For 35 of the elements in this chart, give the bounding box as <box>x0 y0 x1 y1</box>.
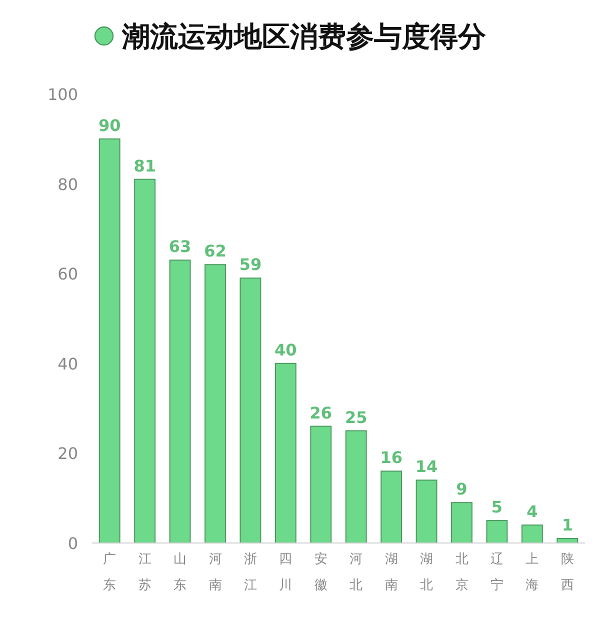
x-tick-label: 广东 <box>103 552 116 593</box>
x-tick-label: 浙江 <box>244 552 257 593</box>
y-tick-label: 20 <box>58 444 78 464</box>
x-tick-label: 山东 <box>174 552 187 593</box>
data-label: 63 <box>168 237 192 256</box>
y-tick-label: 60 <box>58 264 78 284</box>
x-tick-label: 江苏 <box>138 552 152 593</box>
x-tick-label: 湖北 <box>420 552 434 593</box>
data-label: 5 <box>491 498 503 517</box>
x-tick-label: 河南 <box>208 552 222 593</box>
data-label: 59 <box>239 255 262 274</box>
data-label: 26 <box>310 403 332 422</box>
y-tick-label: 100 <box>47 85 78 104</box>
data-label: 1 <box>562 516 573 535</box>
x-tick-label: 四川 <box>279 552 292 593</box>
x-tick-label: 湖南 <box>384 552 398 593</box>
x-tick-label: 辽宁 <box>490 552 504 593</box>
data-label: 25 <box>344 408 368 427</box>
x-tick-label: 河北 <box>350 552 363 593</box>
y-tick-label: 0 <box>68 534 78 553</box>
legend-label: 潮流运动地区消费参与度得分 <box>121 20 487 53</box>
data-label: 9 <box>456 480 468 499</box>
x-tick-label: 北京 <box>455 552 468 593</box>
x-tick-label: 上海 <box>526 552 539 593</box>
data-label: 14 <box>415 457 438 476</box>
data-label: 4 <box>526 502 538 522</box>
data-label: 62 <box>204 242 226 261</box>
data-label: 16 <box>380 448 402 468</box>
data-label: 40 <box>274 340 297 360</box>
x-tick-label: 陕西 <box>560 552 574 593</box>
data-label: 81 <box>134 156 156 176</box>
x-tick-label: 安徽 <box>314 551 328 593</box>
y-tick-label: 80 <box>58 174 78 194</box>
y-tick-label: 40 <box>58 354 78 374</box>
data-label: 90 <box>98 116 121 135</box>
